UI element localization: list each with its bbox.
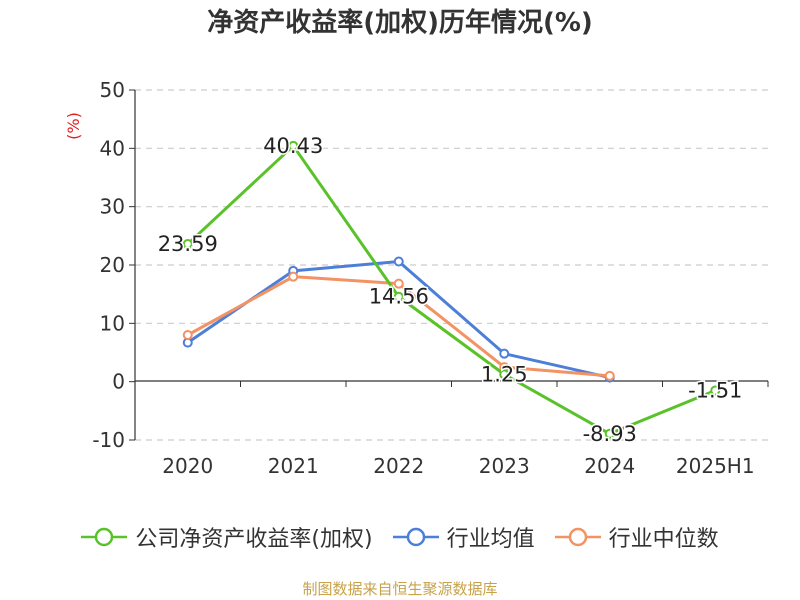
y-tick-label: 30 [100, 195, 125, 219]
legend-line-marker-icon [554, 527, 601, 547]
data-point[interactable] [288, 271, 299, 282]
data-point[interactable] [393, 278, 404, 289]
legend-item[interactable]: 行业中位数 [554, 521, 719, 553]
legend-item[interactable]: 行业均值 [392, 521, 535, 553]
data-point[interactable] [288, 140, 299, 151]
y-tick-label: 50 [100, 78, 125, 102]
y-tick-label: 40 [100, 136, 125, 160]
x-tick-label: 2021 [268, 454, 319, 478]
data-labels: 23.59 40.43 14.56 1.25 -8.93 -1.51 [156, 132, 744, 447]
source-note: 制图数据来自恒生聚源数据库 [302, 580, 498, 598]
data-label: 23.59 [158, 232, 218, 256]
chart-title: 净资产收益率(加权)历年情况(%) [207, 8, 593, 38]
data-point[interactable] [393, 256, 404, 267]
legend-line-marker-icon [81, 527, 128, 547]
legend-label: 公司净资产收益率(加权) [135, 527, 373, 552]
legend-item[interactable]: 公司净资产收益率(加权) [81, 521, 373, 553]
data-point[interactable] [604, 370, 615, 381]
data-point[interactable] [499, 348, 510, 359]
data-point[interactable] [604, 428, 615, 439]
x-tick-label: 2022 [373, 454, 424, 478]
y-tick-label: 20 [100, 253, 125, 277]
legend[interactable]: 公司净资产收益率(加权) 行业均值 行业中位数 [0, 519, 800, 555]
legend-label: 行业均值 [446, 527, 535, 552]
grid-lines [135, 89, 768, 441]
data-point[interactable] [393, 291, 404, 302]
x-tick-label: 2023 [479, 454, 530, 478]
y-tick-label: 10 [100, 311, 125, 335]
legend-line-marker-icon [392, 527, 439, 547]
series-line-0 [186, 144, 716, 436]
data-point[interactable] [182, 330, 193, 340]
axes: -10 0 10 20 30 40 50 2020 2021 2022 2023 2024 2025H1… [64, 78, 769, 478]
series-layer [182, 140, 721, 439]
data-label: 40.43 [263, 134, 323, 158]
legend-label: 行业中位数 [608, 527, 719, 552]
x-tick-label: 2024 [584, 454, 635, 478]
x-tick-label: 2020 [162, 454, 213, 478]
y-axis-unit-label: (%) [64, 112, 83, 140]
y-tick-label: -10 [92, 428, 125, 452]
data-point[interactable] [710, 385, 721, 396]
data-point[interactable] [499, 369, 510, 380]
data-label: -8.93 [583, 422, 637, 446]
data-point[interactable] [182, 239, 193, 250]
data-label: -1.51 [688, 378, 742, 402]
data-label: 14.56 [369, 285, 429, 309]
x-tick-label: 2025H1 [676, 454, 755, 478]
data-label: 1.25 [481, 362, 528, 386]
y-tick-label: 0 [112, 370, 125, 394]
